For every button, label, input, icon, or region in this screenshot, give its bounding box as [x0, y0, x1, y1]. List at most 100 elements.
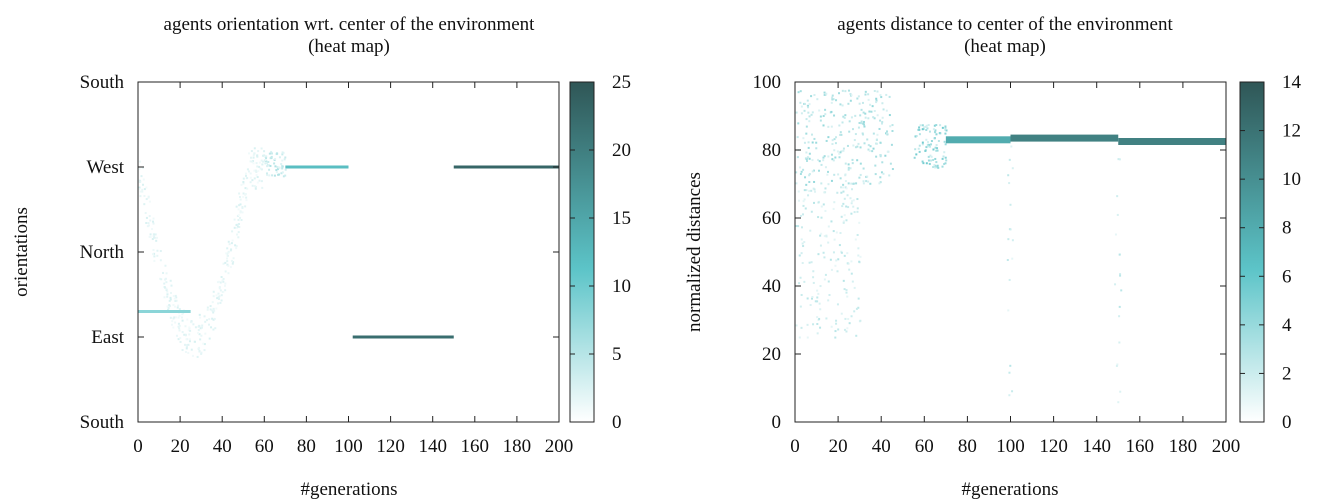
heatmap-cell [945, 129, 948, 132]
heatmap-cell [181, 313, 184, 316]
heatmap-cell [187, 351, 190, 354]
heatmap-cell [808, 180, 811, 183]
heatmap-cell [216, 297, 219, 300]
heatmap-cell [823, 91, 826, 94]
heatmap-cell [818, 317, 821, 320]
heatmap-cell [139, 190, 142, 193]
heatmap-cell [810, 113, 813, 116]
heatmap-cell [816, 323, 819, 326]
heatmap-cell [831, 158, 834, 161]
heatmap-band [285, 165, 349, 169]
heatmap-cell [184, 350, 187, 353]
heatmap-cell [819, 308, 822, 311]
heatmap-cell [935, 149, 938, 152]
heatmap-cell [261, 186, 264, 189]
heatmap-cell [842, 279, 845, 282]
y-tick-label: North [80, 242, 125, 263]
heatmap-cell [811, 170, 814, 173]
heatmap-cell [843, 288, 846, 291]
heatmap-cell [830, 325, 833, 328]
heatmap-cell [1007, 174, 1010, 177]
heatmap-cell [226, 247, 229, 250]
heatmap-cell [798, 336, 801, 339]
heatmap-cell [170, 291, 173, 294]
heatmap-cell [925, 138, 928, 141]
heatmap-cell [148, 200, 151, 203]
heatmap-cell [198, 325, 201, 328]
heatmap-cell [859, 162, 862, 165]
heatmap-cell [807, 146, 810, 149]
heatmap-cell [179, 337, 182, 340]
heatmap-cell [218, 295, 221, 298]
heatmap-cell [850, 182, 853, 185]
heatmap-cell [945, 159, 948, 162]
heatmap-cell [836, 150, 839, 153]
heatmap-band [945, 136, 1011, 144]
heatmap-cell [208, 318, 211, 321]
heatmap-cell [861, 101, 864, 104]
heatmap-cell [244, 172, 247, 175]
heatmap-cell [944, 143, 947, 146]
heatmap-cell [246, 168, 249, 171]
heatmap-cell [853, 139, 856, 142]
heatmap-cell [939, 124, 942, 127]
heatmap-cell [1011, 390, 1014, 393]
heatmap-cell [213, 309, 216, 312]
heatmap-cell [886, 130, 889, 133]
heatmap-cell [934, 146, 937, 149]
heatmap-cell [212, 311, 215, 314]
heatmap-cell [819, 326, 822, 329]
x-tick-label: 200 [545, 436, 574, 457]
heatmap-cell [881, 161, 884, 164]
heatmap-cell [273, 174, 276, 177]
heatmap-cell [871, 150, 874, 153]
heatmap-cell [854, 133, 857, 136]
heatmap-cell [822, 159, 825, 162]
heatmap-band [138, 310, 191, 313]
heatmap-cell [209, 308, 212, 311]
heatmap-cell [175, 296, 178, 299]
heatmap-cell [820, 232, 823, 235]
heatmap-cell [867, 148, 870, 151]
heatmap-cell [229, 266, 232, 269]
heatmap-cell [149, 233, 152, 236]
heatmap-cell [824, 93, 827, 96]
heatmap-cell [264, 155, 267, 158]
heatmap-cell [806, 99, 809, 102]
heatmap-cell [174, 305, 177, 308]
heatmap-cell [246, 177, 249, 180]
heatmap-cell [145, 216, 148, 219]
heatmap-cell [863, 142, 866, 145]
heatmap-cell [922, 162, 925, 165]
heatmap-cell [802, 168, 805, 171]
heatmap-cell [806, 323, 809, 326]
heatmap-cell [222, 262, 225, 265]
heatmap-cell [1116, 195, 1119, 198]
heatmap-cell [797, 91, 800, 94]
heatmap-cell [255, 162, 258, 165]
heatmap-cell [232, 261, 235, 264]
heatmap-cell [808, 261, 811, 264]
heatmap-cell [823, 191, 826, 194]
x-tick-label: 120 [1039, 436, 1068, 457]
heatmap-cell [1118, 341, 1121, 344]
heatmap-cell [927, 123, 930, 126]
x-tick-label: 60 [255, 436, 274, 457]
heatmap-cell [820, 205, 823, 208]
heatmap-cell [230, 259, 233, 262]
heatmap-cell [277, 166, 280, 169]
heatmap-cell [865, 180, 868, 183]
heatmap-cell [156, 249, 159, 252]
heatmap-cell [929, 159, 932, 162]
heatmap-cell [242, 180, 245, 183]
heatmap-cell [198, 313, 201, 316]
heatmap-cell [250, 160, 253, 163]
heatmap-cell [825, 139, 828, 142]
heatmap-cell [937, 139, 940, 142]
heatmap-cell [265, 155, 268, 158]
heatmap-cell [811, 297, 814, 300]
plot-frame [137, 81, 560, 423]
heatmap-cell [856, 97, 859, 100]
heatmap-cell [847, 318, 850, 321]
heatmap-cell [932, 166, 935, 169]
